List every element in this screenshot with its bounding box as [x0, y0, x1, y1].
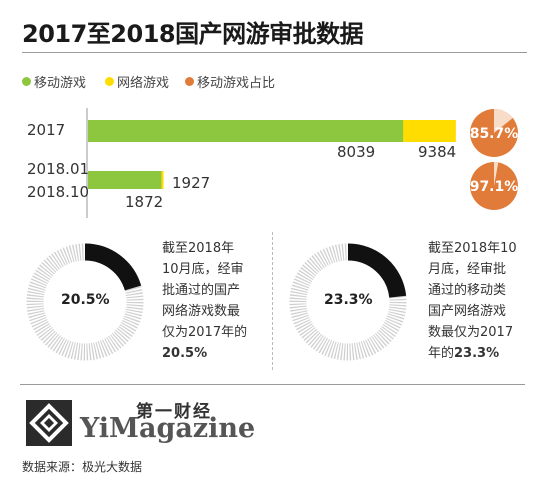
bar-mobile-2017: [88, 120, 404, 142]
donut-chart-1: [26, 243, 144, 361]
donut-2-value-arc: [347, 243, 407, 298]
donut-1-note-line: 批通过的国产: [162, 283, 241, 298]
category-label-2018-end: 2018.10: [27, 183, 90, 201]
value-label-mobile-2018: 1872: [125, 193, 164, 211]
footer-divider: [20, 384, 525, 385]
donut-2-note-line: 截至2018年10: [428, 241, 517, 256]
value-label-mobile-2017: 8039: [337, 143, 376, 161]
donut-2-note-line: 月底，经审批: [428, 262, 507, 277]
donut-2-note-line: 数最仅为2017: [428, 325, 514, 340]
legend-label-online: 网络游戏: [117, 75, 170, 91]
legend-item-online: 网络游戏: [105, 72, 170, 91]
share-pie-2017: 85.7%: [470, 109, 519, 157]
share-pie-2017-remainder: [494, 109, 513, 133]
data-source: 数据来源：极光大数据: [22, 460, 143, 474]
donut-2-note-line: 通过的移动类: [428, 283, 507, 298]
donut-2-note: 截至2018年10 月底，经审批 通过的移动类 国产网络游戏 数最仅为2017 …: [428, 238, 517, 364]
donut-1-note-line: 截至2018年: [162, 241, 235, 256]
section-divider: [272, 232, 273, 370]
bar-mobile-2018: [88, 171, 162, 189]
category-label-2017: 2017: [27, 121, 66, 139]
donut-2-center-label: 23.3%: [324, 292, 373, 308]
donut-2-note-value: 23.3%: [454, 346, 500, 361]
share-pie-2018: 97.1%: [470, 162, 519, 210]
legend-label-share: 移动游戏占比: [197, 75, 276, 91]
value-label-total-2018: 1927: [172, 174, 211, 192]
value-label-total-2017: 9384: [418, 143, 457, 161]
legend-item-share: 移动游戏占比: [185, 72, 276, 91]
legend-swatch-mobile: [22, 76, 31, 86]
donut-1-note-line: 网络游戏数最: [162, 304, 241, 319]
donut-2-note-tail: 年的: [428, 346, 455, 361]
category-label-2018-start: 2018.01: [27, 160, 90, 178]
donut-1-value-arc: [84, 243, 142, 291]
legend-item-mobile: 移动游戏: [22, 72, 87, 91]
donut-2-note-line: 国产网络游戏: [428, 304, 507, 319]
yimagazine-logo-icon: [26, 400, 72, 446]
legend-swatch-share: [185, 76, 194, 86]
share-pie-2018-remainder: [494, 162, 499, 186]
donut-1-note-line: 10月底，经审: [162, 262, 244, 277]
donut-1-note-value: 20.5%: [162, 346, 208, 361]
donut-1-center-label: 20.5%: [61, 292, 110, 308]
chart-title: 2017至2018国产网游审批数据: [22, 20, 364, 48]
share-label-2018: 97.1%: [470, 179, 519, 195]
title-divider: [22, 52, 527, 53]
legend-label-mobile: 移动游戏: [34, 75, 87, 91]
donut-1-note: 截至2018年 10月底，经审 批通过的国产 网络游戏数最 仅为2017年的 2…: [162, 238, 247, 364]
donut-chart-2: [289, 243, 407, 361]
brand-name-en: YiMagazine: [80, 413, 256, 444]
legend-swatch-online: [105, 76, 114, 86]
brand-name-cn: 第一财经: [136, 402, 212, 422]
donut-1-note-line: 仅为2017年的: [162, 325, 248, 340]
bar-chart: 85.7% 97.1%: [86, 108, 519, 218]
share-label-2017: 85.7%: [470, 126, 519, 142]
